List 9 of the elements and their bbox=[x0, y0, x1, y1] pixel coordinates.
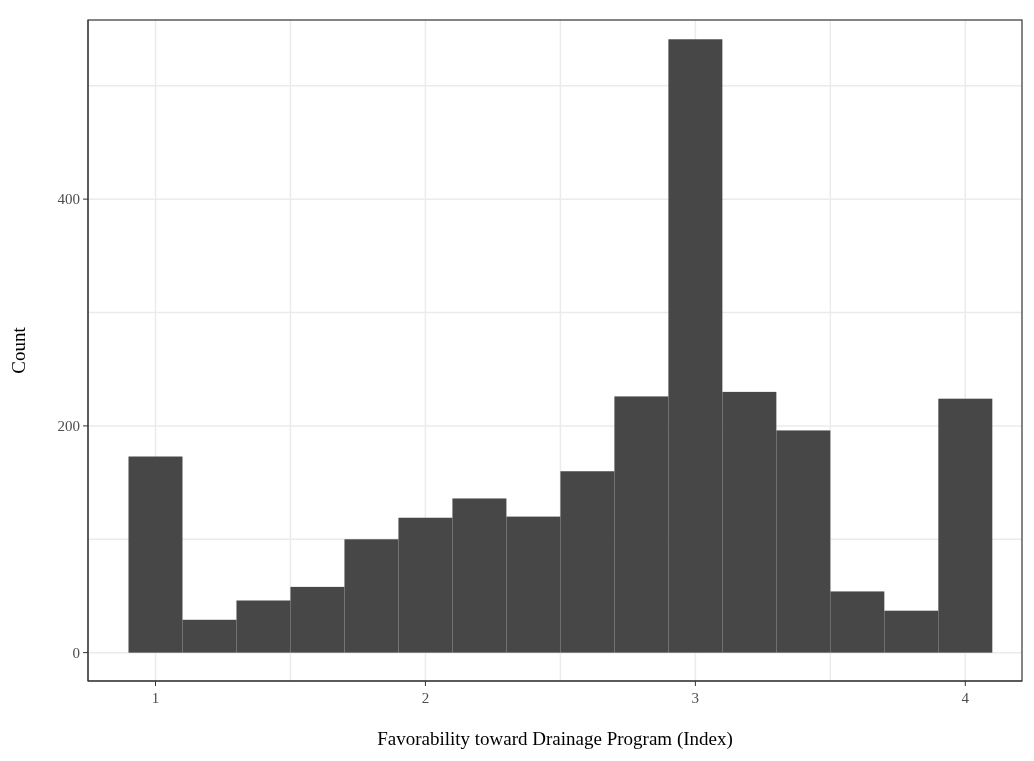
y-tick-label: 0 bbox=[72, 644, 80, 661]
x-tick-label: 4 bbox=[961, 690, 970, 706]
y-tick-label: 400 bbox=[57, 191, 80, 208]
x-tick-label: 2 bbox=[421, 690, 430, 706]
x-tick-label: 3 bbox=[691, 690, 700, 706]
y-tick-label: 200 bbox=[57, 417, 80, 434]
x-axis-title: Favorability toward Drainage Program (Index) bbox=[377, 728, 733, 750]
y-axis-title: Count bbox=[7, 326, 29, 374]
x-tick-label: 1 bbox=[151, 690, 160, 706]
